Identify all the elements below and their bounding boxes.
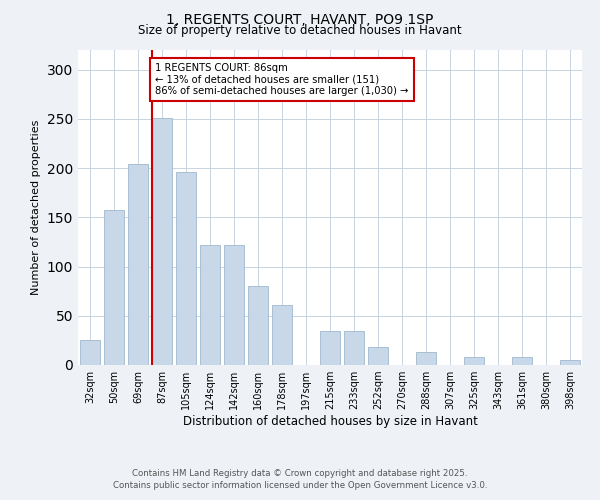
Bar (128, 164, 148, 365)
Bar (224, 245, 244, 365)
Bar (200, 245, 220, 365)
Bar (344, 330, 364, 365)
Text: Contains HM Land Registry data © Crown copyright and database right 2025.
Contai: Contains HM Land Registry data © Crown c… (113, 468, 487, 490)
Bar (320, 330, 340, 365)
X-axis label: Distribution of detached houses by size in Havant: Distribution of detached houses by size … (182, 415, 478, 428)
Y-axis label: Number of detached properties: Number of detached properties (31, 120, 41, 295)
Text: 1, REGENTS COURT, HAVANT, PO9 1SP: 1, REGENTS COURT, HAVANT, PO9 1SP (166, 12, 434, 26)
Bar (176, 172, 196, 365)
Bar (464, 357, 484, 365)
Bar (272, 305, 292, 365)
Text: 1 REGENTS COURT: 86sqm
← 13% of detached houses are smaller (151)
86% of semi-de: 1 REGENTS COURT: 86sqm ← 13% of detached… (155, 62, 409, 96)
Bar (368, 348, 388, 365)
Bar (560, 360, 580, 365)
Bar (80, 340, 100, 365)
Bar (248, 286, 268, 365)
Text: Size of property relative to detached houses in Havant: Size of property relative to detached ho… (138, 24, 462, 37)
Bar (416, 352, 436, 365)
Bar (104, 210, 124, 365)
Bar (512, 357, 532, 365)
Bar (152, 118, 172, 365)
